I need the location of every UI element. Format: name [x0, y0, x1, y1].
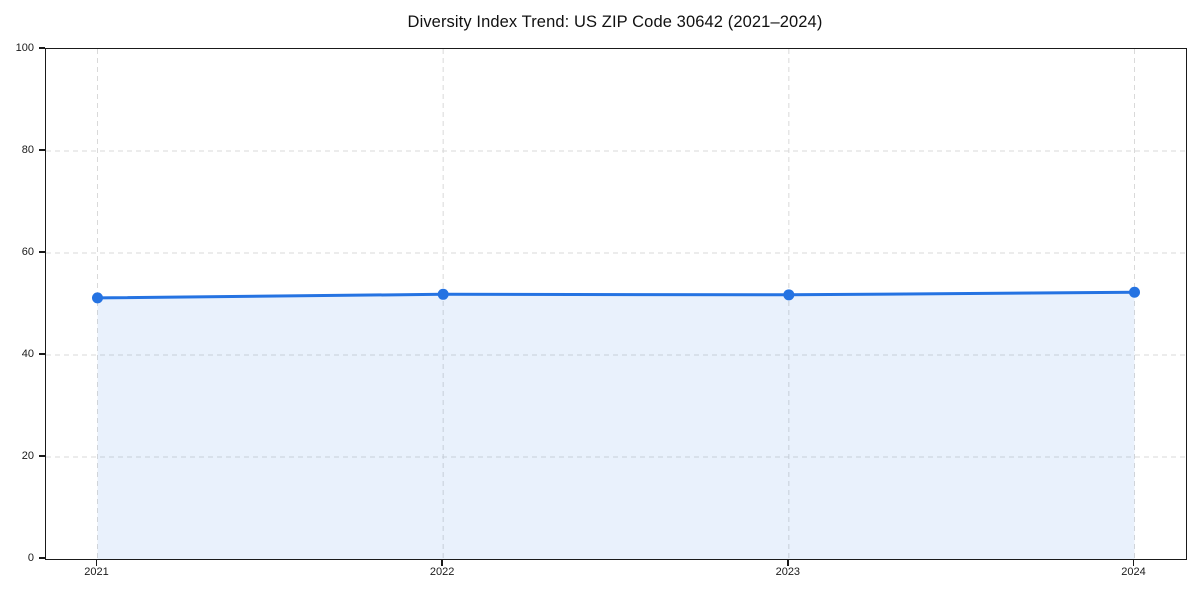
chart-title: Diversity Index Trend: US ZIP Code 30642…	[407, 13, 823, 31]
x-tick-label: 2021	[84, 566, 109, 578]
y-tick-mark	[39, 47, 45, 49]
y-tick-label: 100	[15, 41, 34, 54]
data-point-marker	[92, 292, 103, 304]
data-point-marker	[1129, 286, 1140, 298]
x-tick-mark	[441, 560, 443, 566]
x-tick-label: 2022	[429, 566, 455, 578]
y-tick-mark	[39, 149, 45, 151]
y-tick-mark	[39, 353, 45, 355]
y-tick-label: 40	[21, 347, 34, 360]
trend-line	[96, 290, 1136, 300]
x-tick-mark	[1132, 560, 1135, 566]
y-tick-mark	[39, 557, 45, 559]
x-tick-mark	[787, 560, 789, 566]
y-tick-label: 20	[21, 449, 34, 462]
y-tick-mark	[39, 455, 45, 457]
plot-svg	[46, 49, 1186, 559]
area-fill	[97, 292, 1135, 559]
x-tick-label: 2024	[1121, 566, 1146, 578]
data-point-marker	[437, 288, 449, 300]
plot-area	[45, 48, 1187, 560]
y-tick-label: 0	[27, 551, 34, 564]
y-tick-label: 60	[21, 245, 34, 258]
data-point-marker	[783, 289, 795, 301]
x-tick-mark	[95, 560, 98, 566]
y-tick-label: 80	[21, 143, 34, 156]
x-tick-label: 2023	[775, 566, 801, 578]
y-tick-mark	[39, 251, 45, 253]
